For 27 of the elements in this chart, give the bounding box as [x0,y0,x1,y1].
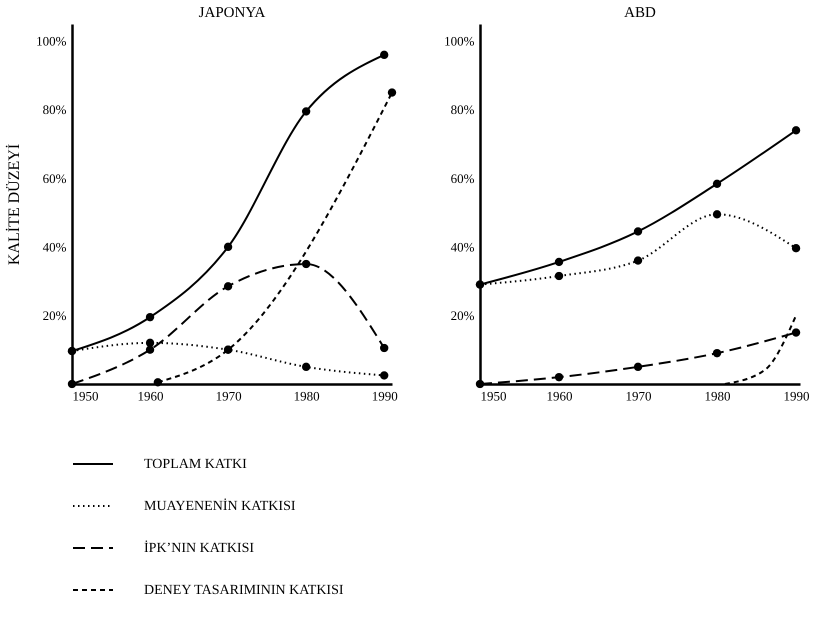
legend-label: DENEY TASARIMININ KATKISI [144,583,344,598]
x-tick-label: 1950 [480,388,506,404]
x-tick-label: 1970 [626,388,652,404]
x-tick-label: 1950 [72,388,98,404]
x-tick-label: 1990 [784,388,810,404]
legend-label: MUAYENENİN KATKISI [144,498,296,514]
x-tick-label: 1980 [294,388,320,404]
y-tick-label: 40% [42,239,67,254]
y-tick-label: 20% [450,308,475,323]
legend-label: İPK’NIN KATKISI [144,540,254,556]
y-tick-label: 20% [42,308,67,323]
legend-label: TOPLAM KATKI [144,457,248,472]
y-axis-title: KALİTE DÜZEYİ [5,144,24,266]
y-tick-label: 40% [450,239,475,254]
chart-title: JAPONYA [198,5,266,21]
x-tick-label: 1960 [546,388,573,404]
y-tick-label: 100% [444,34,475,49]
y-tick-label: 100% [36,34,67,49]
x-tick-label: 1990 [372,388,398,404]
x-tick-label: 1970 [216,388,242,404]
y-tick-label: 80% [42,102,67,118]
y-tick-label: 60% [450,170,475,186]
x-tick-label: 1960 [138,388,164,404]
y-tick-label: 80% [450,102,475,118]
y-tick-label: 60% [42,170,67,186]
x-tick-label: 1980 [704,388,731,404]
chart-title: ABD [624,5,656,21]
